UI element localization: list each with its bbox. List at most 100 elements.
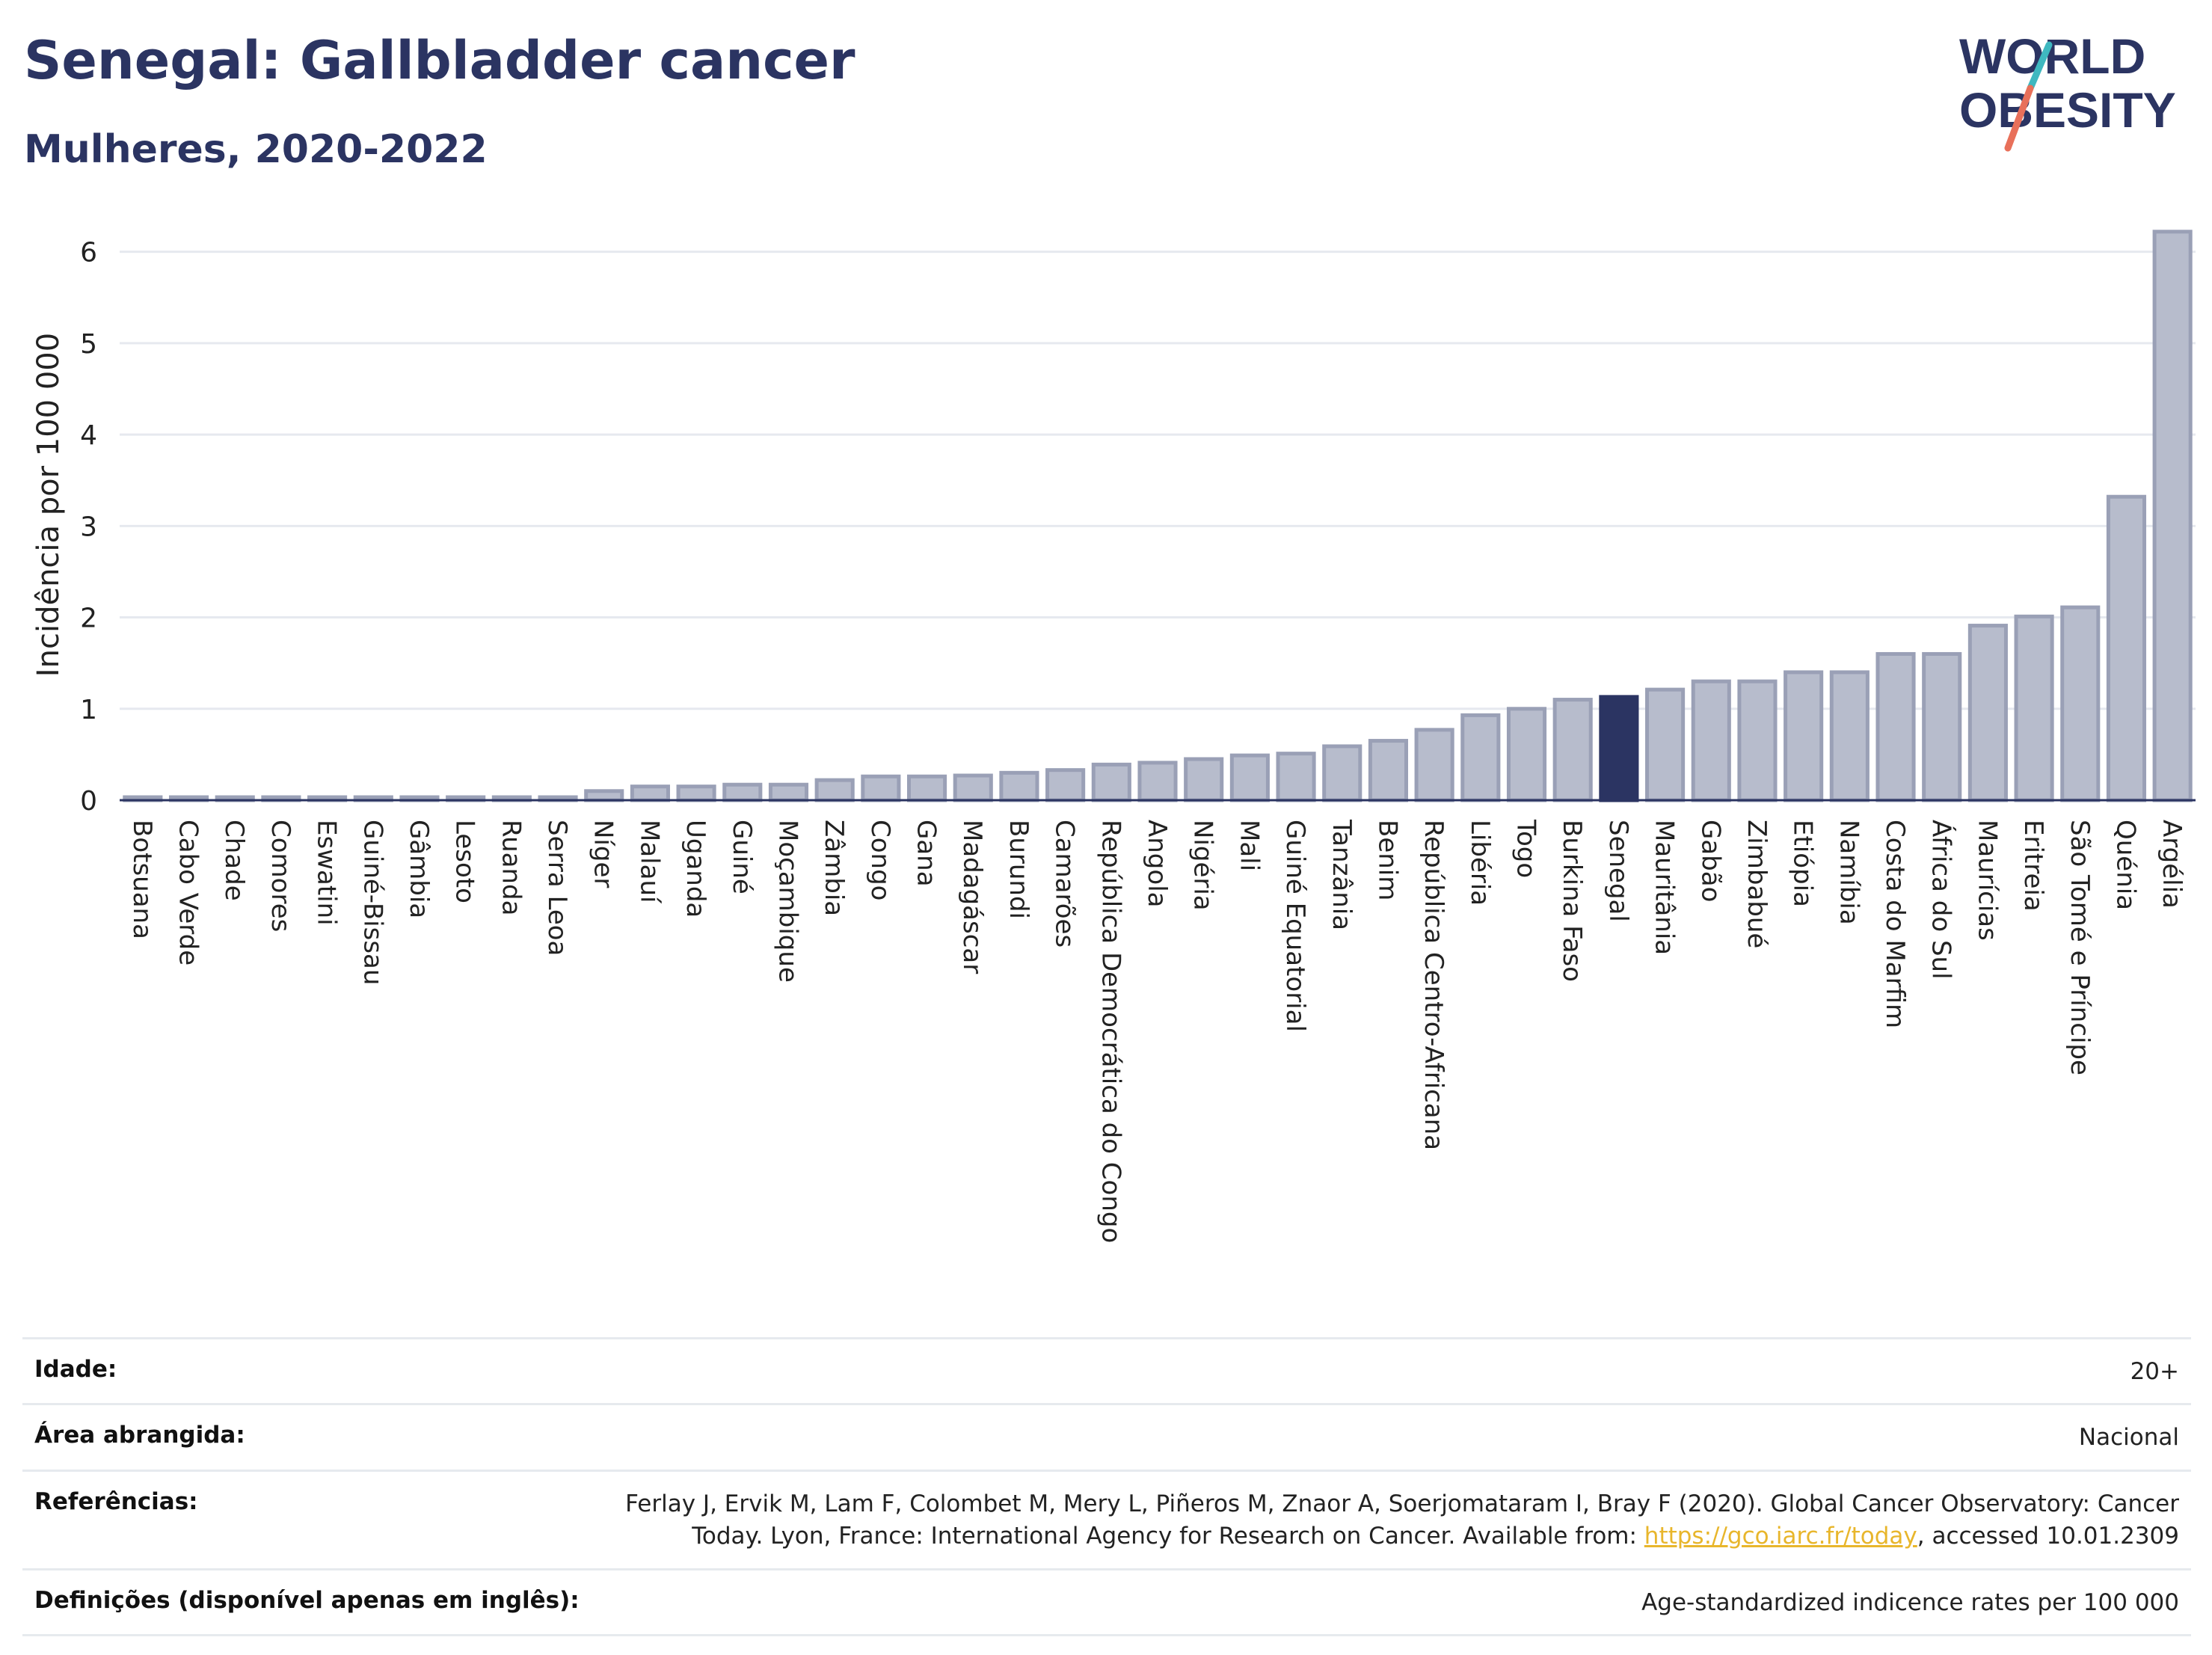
bar xyxy=(1506,707,1547,802)
bar xyxy=(1645,687,1686,802)
x-tick-label: Congo xyxy=(865,820,895,900)
x-tick-label: Namíbia xyxy=(1834,820,1864,925)
info-value-area: Nacional xyxy=(2078,1424,2179,1452)
bar xyxy=(1460,713,1501,802)
grid-lines xyxy=(120,251,2196,710)
info-label-references: Referências: xyxy=(34,1487,198,1515)
bar-highlight xyxy=(1599,695,1639,802)
bar xyxy=(2060,605,2101,802)
page-subtitle: Mulheres, 2020-2022 xyxy=(24,127,488,172)
y-tick-label: 4 xyxy=(80,420,97,451)
x-tick-label: Malauí xyxy=(634,820,664,904)
x-tick-label: Argélia xyxy=(2157,820,2187,909)
x-tick-label: Guiné Equatorial xyxy=(1280,820,1310,1032)
page-title: Senegal: Gallbladder cancer xyxy=(24,30,855,91)
x-tick-label: Camarões xyxy=(1050,820,1080,948)
x-tick-label: Costa do Marfim xyxy=(1880,820,1910,1028)
info-value-references: Ferlay J, Ervik M, Lam F, Colombet M, Me… xyxy=(625,1488,2179,1553)
bar xyxy=(1414,728,1454,802)
bar xyxy=(768,782,809,802)
x-tick-label: Benim xyxy=(1372,820,1402,900)
x-tick-label: Etiópia xyxy=(1788,820,1818,907)
x-tick-label: África do Sul xyxy=(1926,820,1957,980)
references-link[interactable]: https://gco.iarc.fr/today xyxy=(1644,1523,1917,1550)
bar xyxy=(1552,698,1593,802)
bar xyxy=(814,778,855,802)
x-tick-label: Madagáscar xyxy=(957,820,987,974)
x-tick-label: São Tomé e Príncipe xyxy=(2065,820,2095,1075)
bar xyxy=(1229,753,1270,802)
x-tick-label: Cabo Verde xyxy=(173,820,203,965)
x-tick-label: Guiné-Bissau xyxy=(357,820,387,985)
x-tick-label: Mauritânia xyxy=(1650,820,1680,955)
bar xyxy=(1737,679,1778,802)
bar xyxy=(906,774,947,802)
x-tick-label: Angola xyxy=(1142,820,1172,907)
x-tick-label: Níger xyxy=(589,820,618,888)
info-row-area: Área abrangida: Nacional xyxy=(22,1403,2191,1469)
y-axis-ticks: 0 1 2 3 4 5 6 xyxy=(80,238,97,817)
bar xyxy=(1276,752,1316,802)
x-axis-labels: Botsuana Cabo Verde Chade Comores Eswatini Gu… xyxy=(127,819,2187,1243)
x-tick-label: Uganda xyxy=(681,820,710,918)
bar-chart: 0 1 2 3 4 5 6 Botsuana Cabo Verde Chade Comores Es… xyxy=(31,230,2196,1243)
y-tick-label: 6 xyxy=(80,238,97,268)
bar xyxy=(1691,679,1731,802)
bar xyxy=(1137,761,1178,802)
x-tick-label: Libéria xyxy=(1465,820,1495,906)
bar xyxy=(1875,651,1916,802)
info-label-area: Área abrangida: xyxy=(34,1422,245,1449)
x-tick-label: Lesoto xyxy=(450,820,480,903)
bar xyxy=(1784,670,1824,802)
x-tick-label: Comores xyxy=(265,820,295,932)
x-tick-label: Burkina Faso xyxy=(1557,820,1587,982)
references-line-2-prefix: Today. Lyon, France: International Agenc… xyxy=(692,1523,1644,1550)
bar xyxy=(1967,624,2008,802)
x-tick-label: Senegal xyxy=(1603,820,1633,922)
y-tick-label: 0 xyxy=(80,786,97,817)
bar xyxy=(676,784,716,802)
x-tick-label: Togo xyxy=(1511,819,1541,878)
bar xyxy=(722,782,763,802)
x-tick-label: Ruanda xyxy=(496,820,526,915)
bar xyxy=(2152,230,2193,802)
references-line-2-suffix: , accessed 10.01.2309 xyxy=(1917,1523,2179,1550)
bar xyxy=(630,784,670,802)
x-tick-label: Quénia xyxy=(2110,820,2140,910)
info-value-definitions: Age-standardized indicence rates per 100… xyxy=(1641,1588,2179,1616)
y-tick-label: 3 xyxy=(80,512,97,542)
y-axis-title: Incidência por 100 000 xyxy=(31,333,66,677)
bar xyxy=(953,773,993,802)
bar xyxy=(584,789,624,802)
world-obesity-logo: WORLD OBESITY xyxy=(1959,28,2176,152)
x-tick-label: Serra Leoa xyxy=(542,820,572,956)
bars xyxy=(123,230,2193,802)
x-tick-label: Zimbabué xyxy=(1742,820,1772,948)
x-tick-label: Gana xyxy=(912,820,941,887)
x-tick-label: Eritreia xyxy=(2018,820,2048,912)
x-tick-label: Botsuana xyxy=(127,820,157,939)
logo-text-obesity: OBESITY xyxy=(1959,82,2176,138)
x-tick-label: Nigéria xyxy=(1188,820,1218,911)
logo-text-world: WORLD xyxy=(1959,28,2145,84)
info-label-age: Idade: xyxy=(34,1356,117,1383)
info-value-age: 20+ xyxy=(2130,1358,2179,1385)
info-table: Idade: 20+ Área abrangida: Nacional Refe… xyxy=(22,1337,2191,1636)
y-tick-label: 1 xyxy=(80,695,97,725)
x-tick-label: Eswatini xyxy=(312,820,342,926)
x-tick-label: Gâmbia xyxy=(404,820,434,918)
info-row-age: Idade: 20+ xyxy=(22,1337,2191,1403)
bar xyxy=(1184,757,1224,802)
bar xyxy=(2014,614,2054,802)
x-tick-label: Chade xyxy=(219,820,249,901)
bar xyxy=(999,770,1039,802)
bar xyxy=(1829,670,1870,802)
bar xyxy=(1045,768,1086,802)
bar xyxy=(1091,762,1131,802)
x-tick-label: República Democrática do Congo xyxy=(1096,820,1125,1243)
bar xyxy=(1322,744,1362,802)
references-line-1: Ferlay J, Ervik M, Lam F, Colombet M, Me… xyxy=(625,1490,2179,1517)
x-tick-label: República Centro-Africana xyxy=(1419,820,1448,1150)
bar xyxy=(2106,494,2147,802)
bar xyxy=(861,774,901,802)
